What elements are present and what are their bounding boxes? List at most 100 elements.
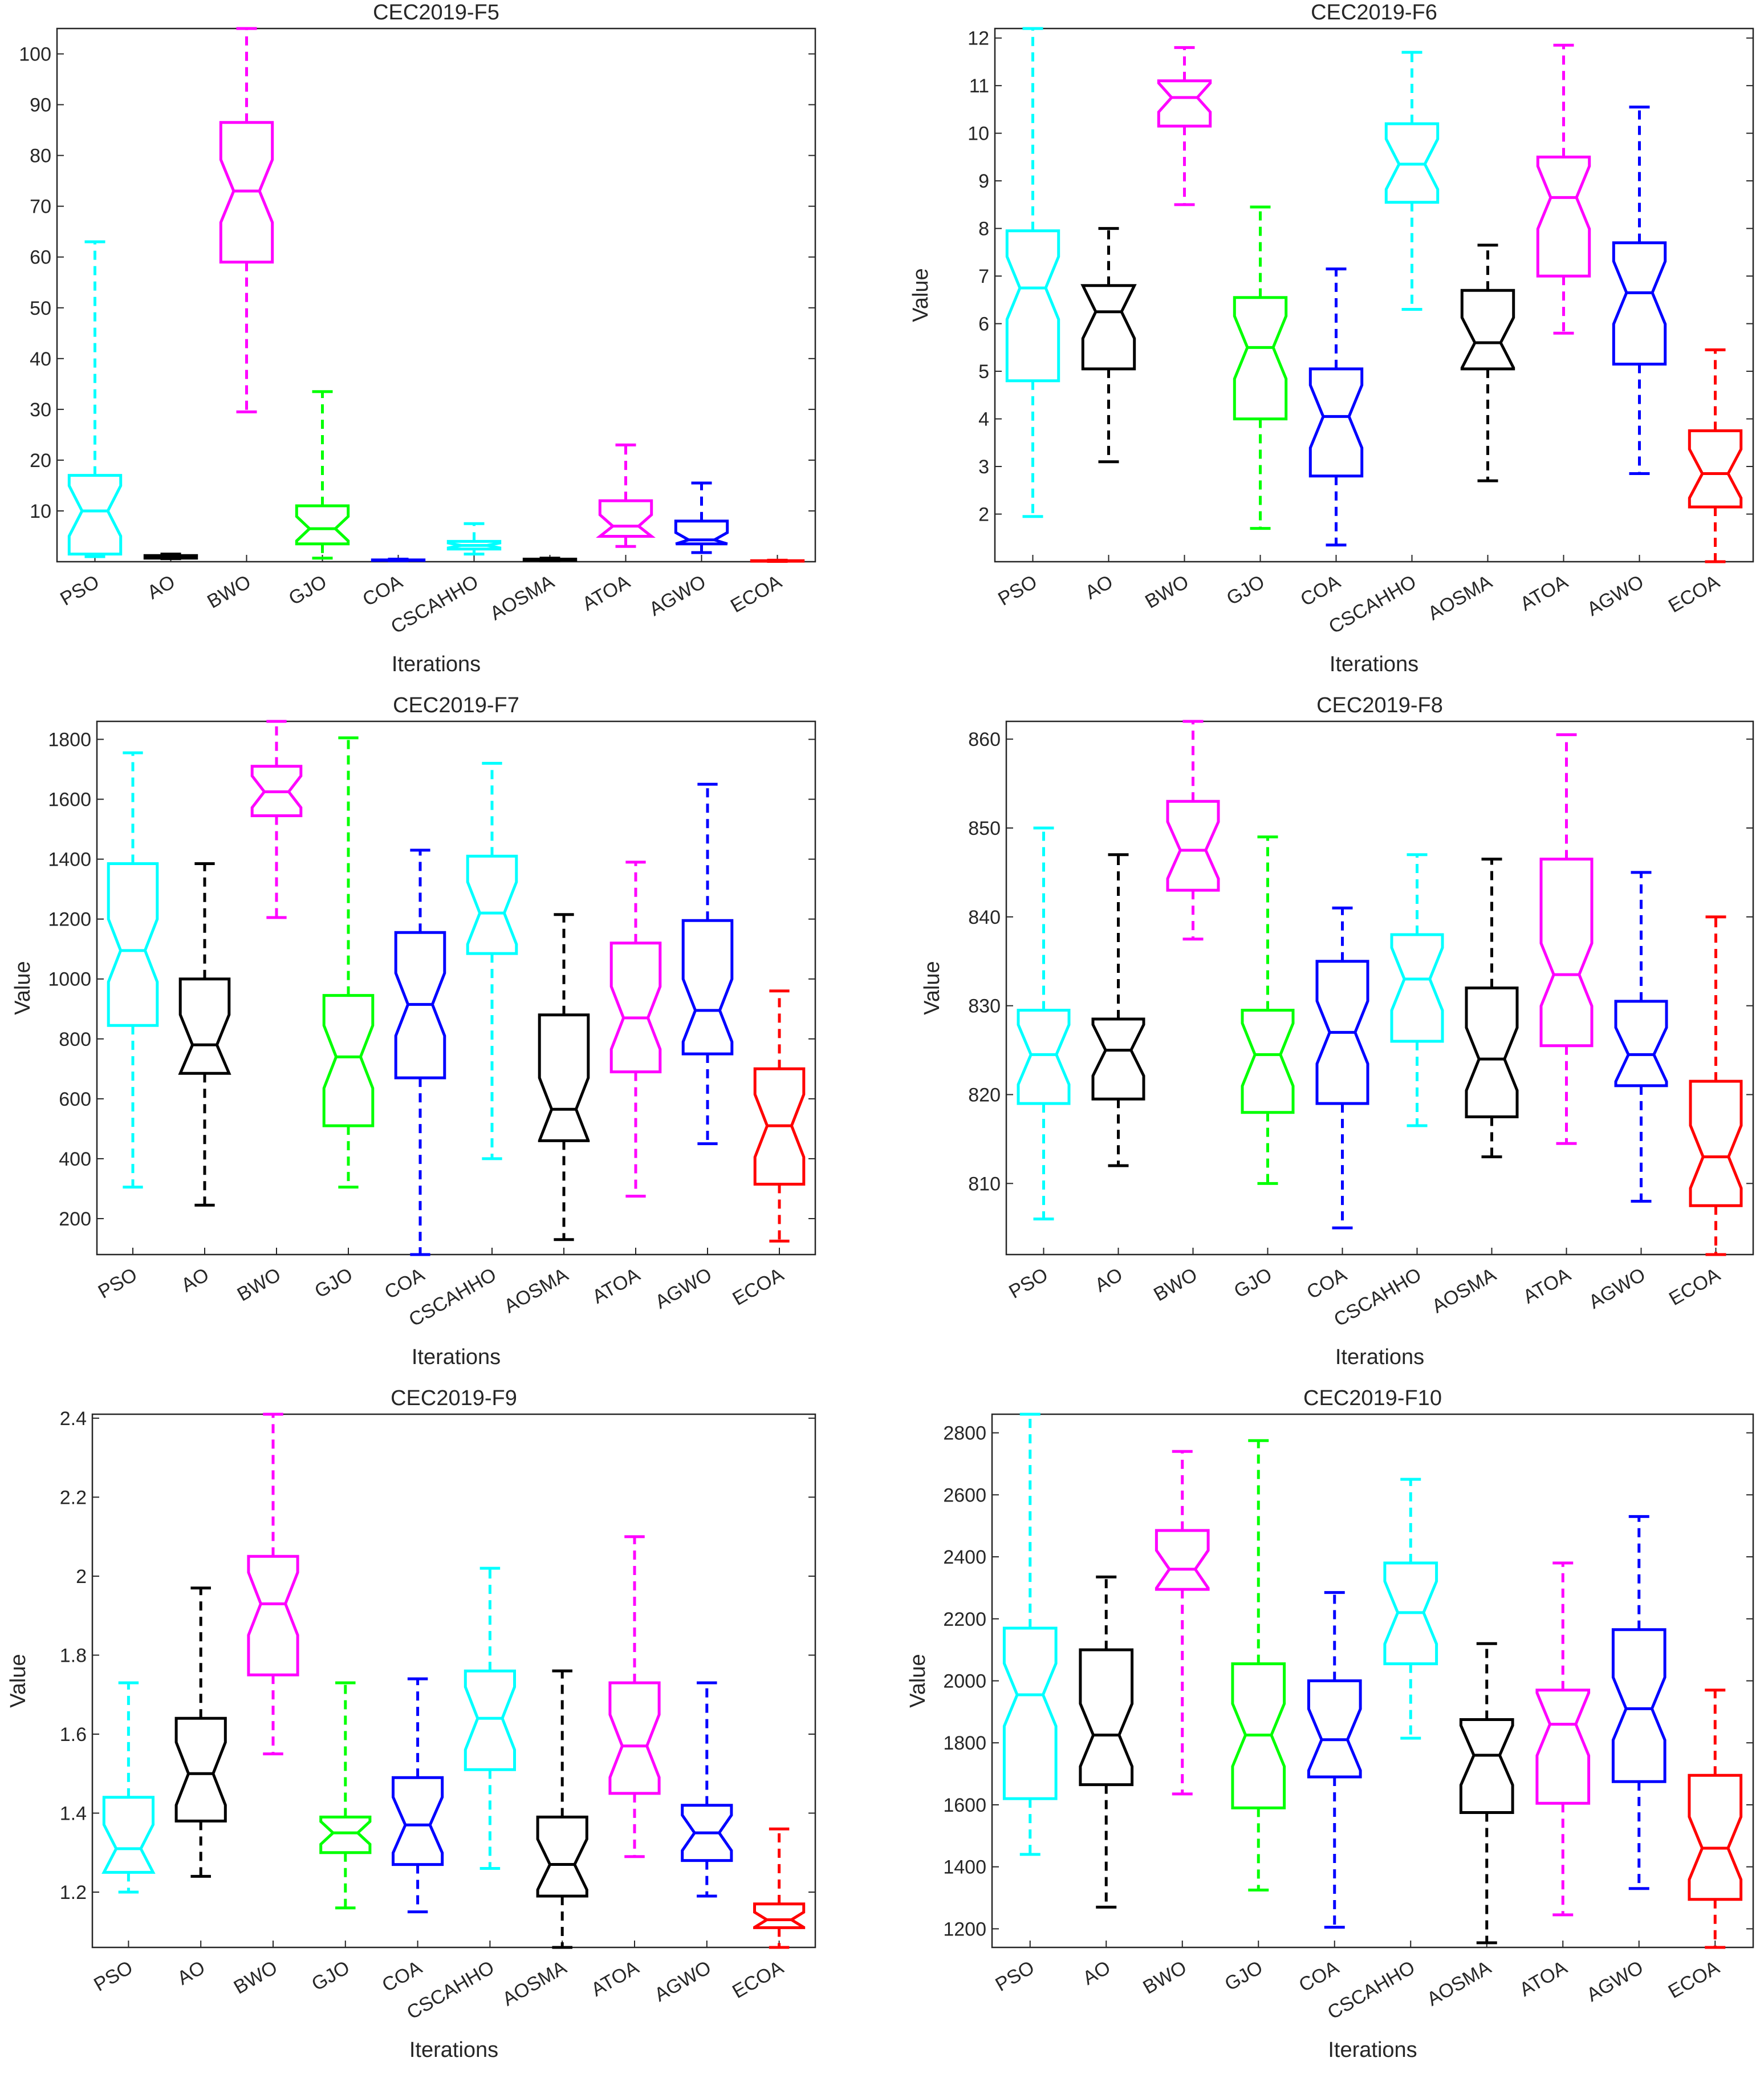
y-tick-label: 9 xyxy=(978,171,989,192)
box-COA xyxy=(1307,1591,1362,1929)
x-tick-label: BWO xyxy=(234,1264,284,1306)
box-BWO xyxy=(247,1413,299,1756)
box-body xyxy=(1155,1529,1210,1591)
box-AOSMA xyxy=(538,913,590,1241)
box-body xyxy=(1002,1626,1058,1800)
x-tick-label: ECOA xyxy=(729,1957,787,2003)
box-AO xyxy=(1080,227,1137,464)
box-body xyxy=(1233,296,1288,421)
box-CSCAHHO xyxy=(1390,853,1444,1127)
box-BWO xyxy=(1166,720,1220,941)
x-tick-label: GJO xyxy=(1230,1264,1276,1302)
y-tick-label: 90 xyxy=(30,95,51,116)
y-axis-label: Value xyxy=(920,961,944,1014)
box-AGWO xyxy=(681,1681,733,1898)
x-tick-label: ATOA xyxy=(1516,1957,1571,2001)
y-tick-label: 600 xyxy=(59,1089,91,1110)
x-tick-label: AOSMA xyxy=(499,1957,571,2010)
x-tick-label: BWO xyxy=(1150,1264,1201,1306)
box-body xyxy=(1459,1718,1514,1814)
box-body xyxy=(1383,1561,1438,1666)
y-tick-label: 840 xyxy=(968,907,1001,928)
y-tick-label: 1.4 xyxy=(60,1803,87,1825)
y-tick-label: 200 xyxy=(59,1208,91,1230)
y-tick-label: 1800 xyxy=(943,1732,986,1754)
box-BWO xyxy=(219,27,274,413)
x-tick-label: GJO xyxy=(1221,1957,1267,1995)
y-tick-label: 100 xyxy=(19,44,51,66)
y-tick-label: 830 xyxy=(968,996,1001,1017)
x-tick-label: COA xyxy=(1303,1264,1351,1304)
box-body xyxy=(1536,155,1591,278)
y-tick-label: 20 xyxy=(30,450,51,472)
box-ECOA xyxy=(1689,915,1743,1256)
x-axis-label: Iterations xyxy=(1335,1345,1424,1369)
panel-3: CEC2019-F7 200 400 600 800 1000 1200 1400 1600 18… xyxy=(11,693,816,1369)
x-tick-label: AO xyxy=(1079,1957,1115,1989)
x-tick-label: PSO xyxy=(56,571,103,610)
y-tick-label: 2400 xyxy=(943,1547,986,1568)
y-tick-label: 4 xyxy=(978,409,989,431)
box-AO xyxy=(143,553,198,561)
x-tick-label: AOSMA xyxy=(1424,571,1496,624)
box-body xyxy=(371,558,426,562)
box-ATOA xyxy=(608,1535,661,1858)
y-tick-label: 1.2 xyxy=(60,1882,87,1904)
x-tick-label: PSO xyxy=(95,1264,141,1303)
box-body xyxy=(1005,229,1060,383)
y-axis-label: Value xyxy=(11,961,35,1014)
box-ATOA xyxy=(1536,43,1591,335)
x-tick-label: AO xyxy=(144,571,179,603)
x-tick-label: AO xyxy=(174,1957,209,1989)
axes-frame xyxy=(91,1413,816,1949)
y-tick-label: 2800 xyxy=(943,1423,986,1444)
x-axis-label: Iterations xyxy=(1330,652,1418,676)
box-GJO xyxy=(319,1681,372,1910)
box-AOSMA xyxy=(1460,243,1515,482)
y-tick-label: 2.2 xyxy=(60,1487,87,1508)
box-body xyxy=(392,1776,444,1866)
axes-frame xyxy=(1005,720,1754,1256)
box-body xyxy=(464,1669,516,1771)
x-tick-label: GJO xyxy=(311,1264,356,1302)
box-body xyxy=(174,1716,227,1823)
box-AOSMA xyxy=(522,557,578,562)
box-ECOA xyxy=(750,558,805,563)
y-tick-label: 1400 xyxy=(48,849,91,871)
x-tick-label: PSO xyxy=(90,1957,136,1996)
box-AGWO xyxy=(681,782,734,1146)
box-body xyxy=(1308,367,1364,478)
x-tick-label: BWO xyxy=(230,1957,281,1999)
box-body xyxy=(596,499,656,538)
y-tick-label: 40 xyxy=(30,348,51,370)
panel-1: CEC2019-F5102030405060708090100ValueIter… xyxy=(19,1,816,676)
box-ATOA xyxy=(1539,733,1594,1145)
box-AO xyxy=(1091,853,1145,1167)
x-tick-label: COA xyxy=(1297,571,1344,611)
panel-title: CEC2019-F9 xyxy=(391,1386,517,1410)
y-tick-label: 11 xyxy=(969,75,989,97)
y-axis-label: Value xyxy=(909,268,933,322)
x-tick-label: COA xyxy=(381,1264,428,1304)
x-tick-label: GJO xyxy=(308,1957,353,1995)
box-body xyxy=(394,931,446,1079)
y-tick-label: 10 xyxy=(968,123,989,145)
box-body xyxy=(1611,1628,1667,1783)
box-CSCAHHO xyxy=(464,1566,516,1870)
box-body xyxy=(1612,241,1667,366)
box-GJO xyxy=(1233,205,1288,530)
box-AOSMA xyxy=(1459,1642,1514,1945)
y-tick-label: 3 xyxy=(978,456,989,478)
y-tick-label: 10 xyxy=(30,501,51,522)
x-axis-label: Iterations xyxy=(1328,2038,1417,2062)
box-body xyxy=(101,1796,156,1874)
box-PSO xyxy=(1017,826,1071,1221)
box-CSCAHHO xyxy=(466,762,518,1160)
box-AOSMA xyxy=(536,1669,588,1949)
box-body xyxy=(219,121,274,264)
x-tick-label: BWO xyxy=(204,571,254,613)
box-AO xyxy=(174,1586,227,1878)
x-tick-label: PSO xyxy=(994,571,1040,610)
x-tick-label: ECOA xyxy=(1665,1957,1724,2003)
